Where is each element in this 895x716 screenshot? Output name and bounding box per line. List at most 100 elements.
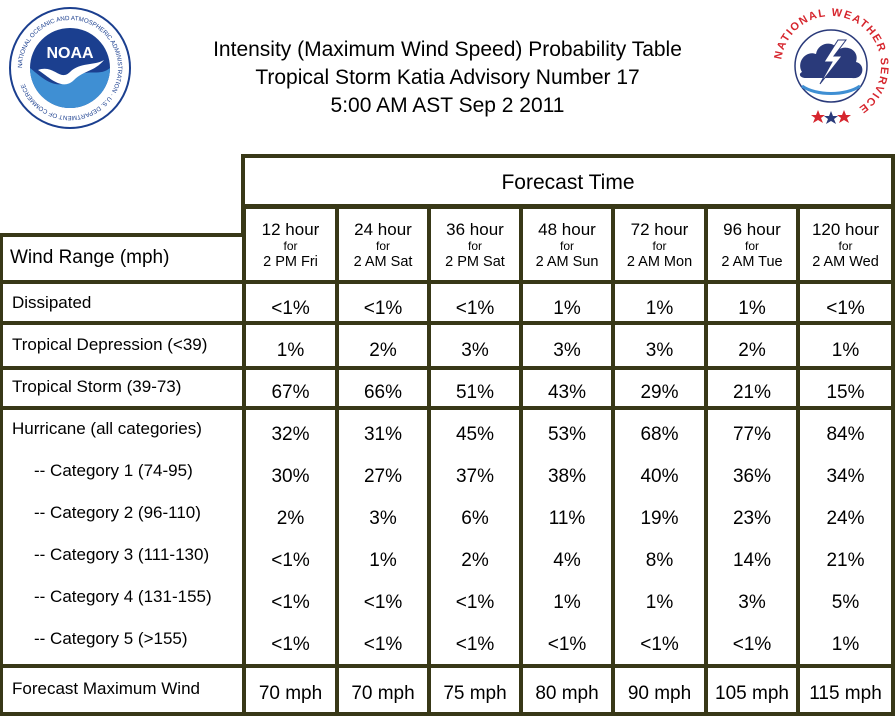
probability-value: 36% [732, 466, 772, 487]
probability-value: <1% [363, 298, 403, 319]
label-cell-hurricane [3, 410, 242, 664]
probability-value: <1% [455, 634, 495, 655]
column-for: for [744, 239, 759, 253]
column-header: 24 hour for 2 AM Sat [339, 209, 427, 280]
probability-value: 23% [732, 508, 772, 529]
probability-value: 11% [548, 508, 586, 529]
probability-value: 40% [640, 466, 679, 487]
row-label-category-3: -- Category 3 (111-130) [34, 545, 210, 564]
value-cell-ts [615, 370, 704, 406]
value-cell-maxwind [431, 668, 519, 712]
probability-value: 19% [640, 508, 679, 529]
row-label-category-4: -- Category 4 (131-155) [34, 587, 212, 606]
value-cell-hurricane [339, 410, 427, 664]
column-when: 2 PM Sat [445, 254, 505, 270]
value-cell-hurricane [708, 410, 796, 664]
column-for: for [559, 239, 574, 253]
value-cell-td [523, 325, 611, 366]
column-header-cell [615, 209, 704, 280]
wind-range-label: Wind Range (mph) [10, 247, 170, 268]
probability-value: 2% [276, 508, 305, 529]
noaa-logo: NOAA NATIONAL OCEANIC AND ATMOSPHERIC AD… [9, 7, 131, 129]
value-cell-dissipated [246, 284, 335, 321]
column-for: for [652, 239, 667, 253]
probability-value: 43% [547, 382, 587, 403]
probability-value: <1% [271, 550, 310, 571]
title-block: Intensity (Maximum Wind Speed) Probabili… [140, 36, 755, 120]
label-cell-td [3, 325, 242, 366]
row-label-tropical-depression: Tropical Depression (<39) [12, 335, 208, 354]
value-cell-dissipated [431, 284, 519, 321]
probability-value: 21% [732, 382, 772, 403]
title-line-2: Tropical Storm Katia Advisory Number 17 [255, 66, 640, 89]
value-cell-td [708, 325, 796, 366]
probability-value: 53% [547, 424, 587, 445]
probability-value: 5% [831, 592, 860, 613]
probability-value: <1% [640, 634, 679, 655]
probability-value: <1% [271, 298, 310, 319]
probability-value: <1% [363, 592, 403, 613]
row-label-category-5: -- Category 5 (>155) [34, 629, 188, 648]
probability-value: 68% [640, 424, 679, 445]
probability-value: 3% [553, 340, 581, 361]
probability-value: 3% [369, 508, 397, 529]
column-for: for [375, 239, 390, 253]
value-cell-td [615, 325, 704, 366]
column-for: for [283, 239, 298, 253]
value-cell-hurricane [800, 410, 891, 664]
probability-value: <1% [455, 298, 495, 319]
probability-value: <1% [271, 592, 310, 613]
value-cell-ts [800, 370, 891, 406]
value-cell-maxwind [800, 668, 891, 712]
probability-value: 1% [553, 592, 581, 613]
column-when: 2 AM Mon [626, 254, 693, 270]
value-cell-dissipated [800, 284, 891, 321]
max-wind-value: 90 mph [627, 683, 692, 704]
probability-value: 8% [645, 550, 674, 571]
value-cell-maxwind [523, 668, 611, 712]
value-cell-dissipated [615, 284, 704, 321]
probability-value: 45% [455, 424, 495, 445]
probability-value: 29% [640, 382, 679, 403]
column-hours: 12 hour [261, 220, 320, 239]
max-wind-value: 80 mph [535, 683, 599, 704]
probability-value: 3% [461, 340, 489, 361]
row-label-tropical-storm: Tropical Storm (39-73) [12, 377, 182, 396]
probability-value: 1% [738, 298, 766, 319]
probability-value: 51% [455, 382, 495, 403]
wind-range-cell [3, 237, 242, 280]
column-for: for [838, 239, 853, 253]
row-label-dissipated: Dissipated [12, 293, 92, 312]
probability-value: 32% [271, 424, 310, 445]
probability-value: 3% [738, 592, 766, 613]
probability-value: <1% [271, 634, 310, 655]
noaa-logo-text: NOAA [46, 45, 94, 62]
probability-value: 67% [271, 382, 310, 403]
column-when: 2 PM Fri [263, 254, 318, 270]
value-cell-td [800, 325, 891, 366]
column-hours: 48 hour [538, 220, 596, 239]
value-cell-dissipated [339, 284, 427, 321]
probability-value: 66% [363, 382, 403, 403]
probability-value: 1% [369, 550, 397, 571]
max-wind-value: 70 mph [351, 683, 415, 704]
value-cell-td [431, 325, 519, 366]
column-hours: 24 hour [354, 220, 412, 239]
probability-value: 27% [363, 466, 403, 487]
probability-value: 3% [645, 340, 674, 361]
value-cell-maxwind [708, 668, 796, 712]
value-cell-hurricane [615, 410, 704, 664]
max-wind-value: 70 mph [258, 683, 323, 704]
probability-value: 2% [461, 550, 489, 571]
max-wind-value: 75 mph [443, 683, 507, 704]
nws-logo: NATIONAL WEATHER SERVICE [772, 7, 889, 124]
forecast-time-label: Forecast Time [501, 171, 635, 194]
max-wind-value: 115 mph [809, 683, 882, 704]
column-header: 12 hour for 2 PM Fri [246, 209, 335, 280]
probability-value: 34% [826, 466, 865, 487]
probability-value: <1% [732, 634, 772, 655]
column-when: 2 AM Wed [812, 254, 879, 270]
column-hours: 96 hour [723, 220, 781, 239]
value-cell-maxwind [339, 668, 427, 712]
column-when: 2 AM Tue [721, 254, 783, 270]
